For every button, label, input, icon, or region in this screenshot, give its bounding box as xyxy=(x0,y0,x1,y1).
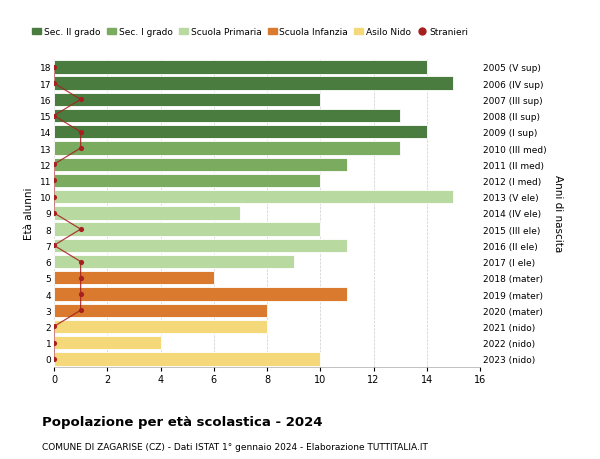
Bar xyxy=(54,272,214,285)
Point xyxy=(49,64,59,72)
Bar xyxy=(54,174,320,188)
Point xyxy=(49,194,59,201)
Point xyxy=(76,307,85,314)
Text: COMUNE DI ZAGARISE (CZ) - Dati ISTAT 1° gennaio 2024 - Elaborazione TUTTITALIA.I: COMUNE DI ZAGARISE (CZ) - Dati ISTAT 1° … xyxy=(42,442,428,451)
Bar xyxy=(54,94,320,107)
Bar xyxy=(54,288,347,301)
Point xyxy=(76,274,85,282)
Bar xyxy=(54,142,400,155)
Point xyxy=(49,80,59,88)
Bar xyxy=(54,320,267,333)
Bar xyxy=(54,304,267,317)
Text: Popolazione per età scolastica - 2024: Popolazione per età scolastica - 2024 xyxy=(42,415,323,428)
Point xyxy=(49,177,59,185)
Point xyxy=(49,339,59,347)
Point xyxy=(49,355,59,363)
Bar xyxy=(54,61,427,74)
Point xyxy=(76,129,85,136)
Point xyxy=(76,226,85,233)
Bar xyxy=(54,255,293,269)
Bar xyxy=(54,110,400,123)
Bar xyxy=(54,223,320,236)
Point xyxy=(49,161,59,168)
Point xyxy=(76,258,85,266)
Point xyxy=(49,210,59,217)
Point xyxy=(49,112,59,120)
Point xyxy=(76,291,85,298)
Legend: Sec. II grado, Sec. I grado, Scuola Primaria, Scuola Infanzia, Asilo Nido, Stran: Sec. II grado, Sec. I grado, Scuola Prim… xyxy=(29,24,472,40)
Y-axis label: Anni di nascita: Anni di nascita xyxy=(553,175,563,252)
Y-axis label: Età alunni: Età alunni xyxy=(24,187,34,240)
Bar xyxy=(54,353,320,366)
Bar xyxy=(54,77,454,90)
Point xyxy=(49,323,59,330)
Bar xyxy=(54,190,454,204)
Point xyxy=(76,145,85,152)
Bar xyxy=(54,126,427,139)
Bar xyxy=(54,336,161,350)
Point xyxy=(49,242,59,250)
Point xyxy=(76,96,85,104)
Bar xyxy=(54,239,347,252)
Bar xyxy=(54,158,347,172)
Bar xyxy=(54,207,241,220)
